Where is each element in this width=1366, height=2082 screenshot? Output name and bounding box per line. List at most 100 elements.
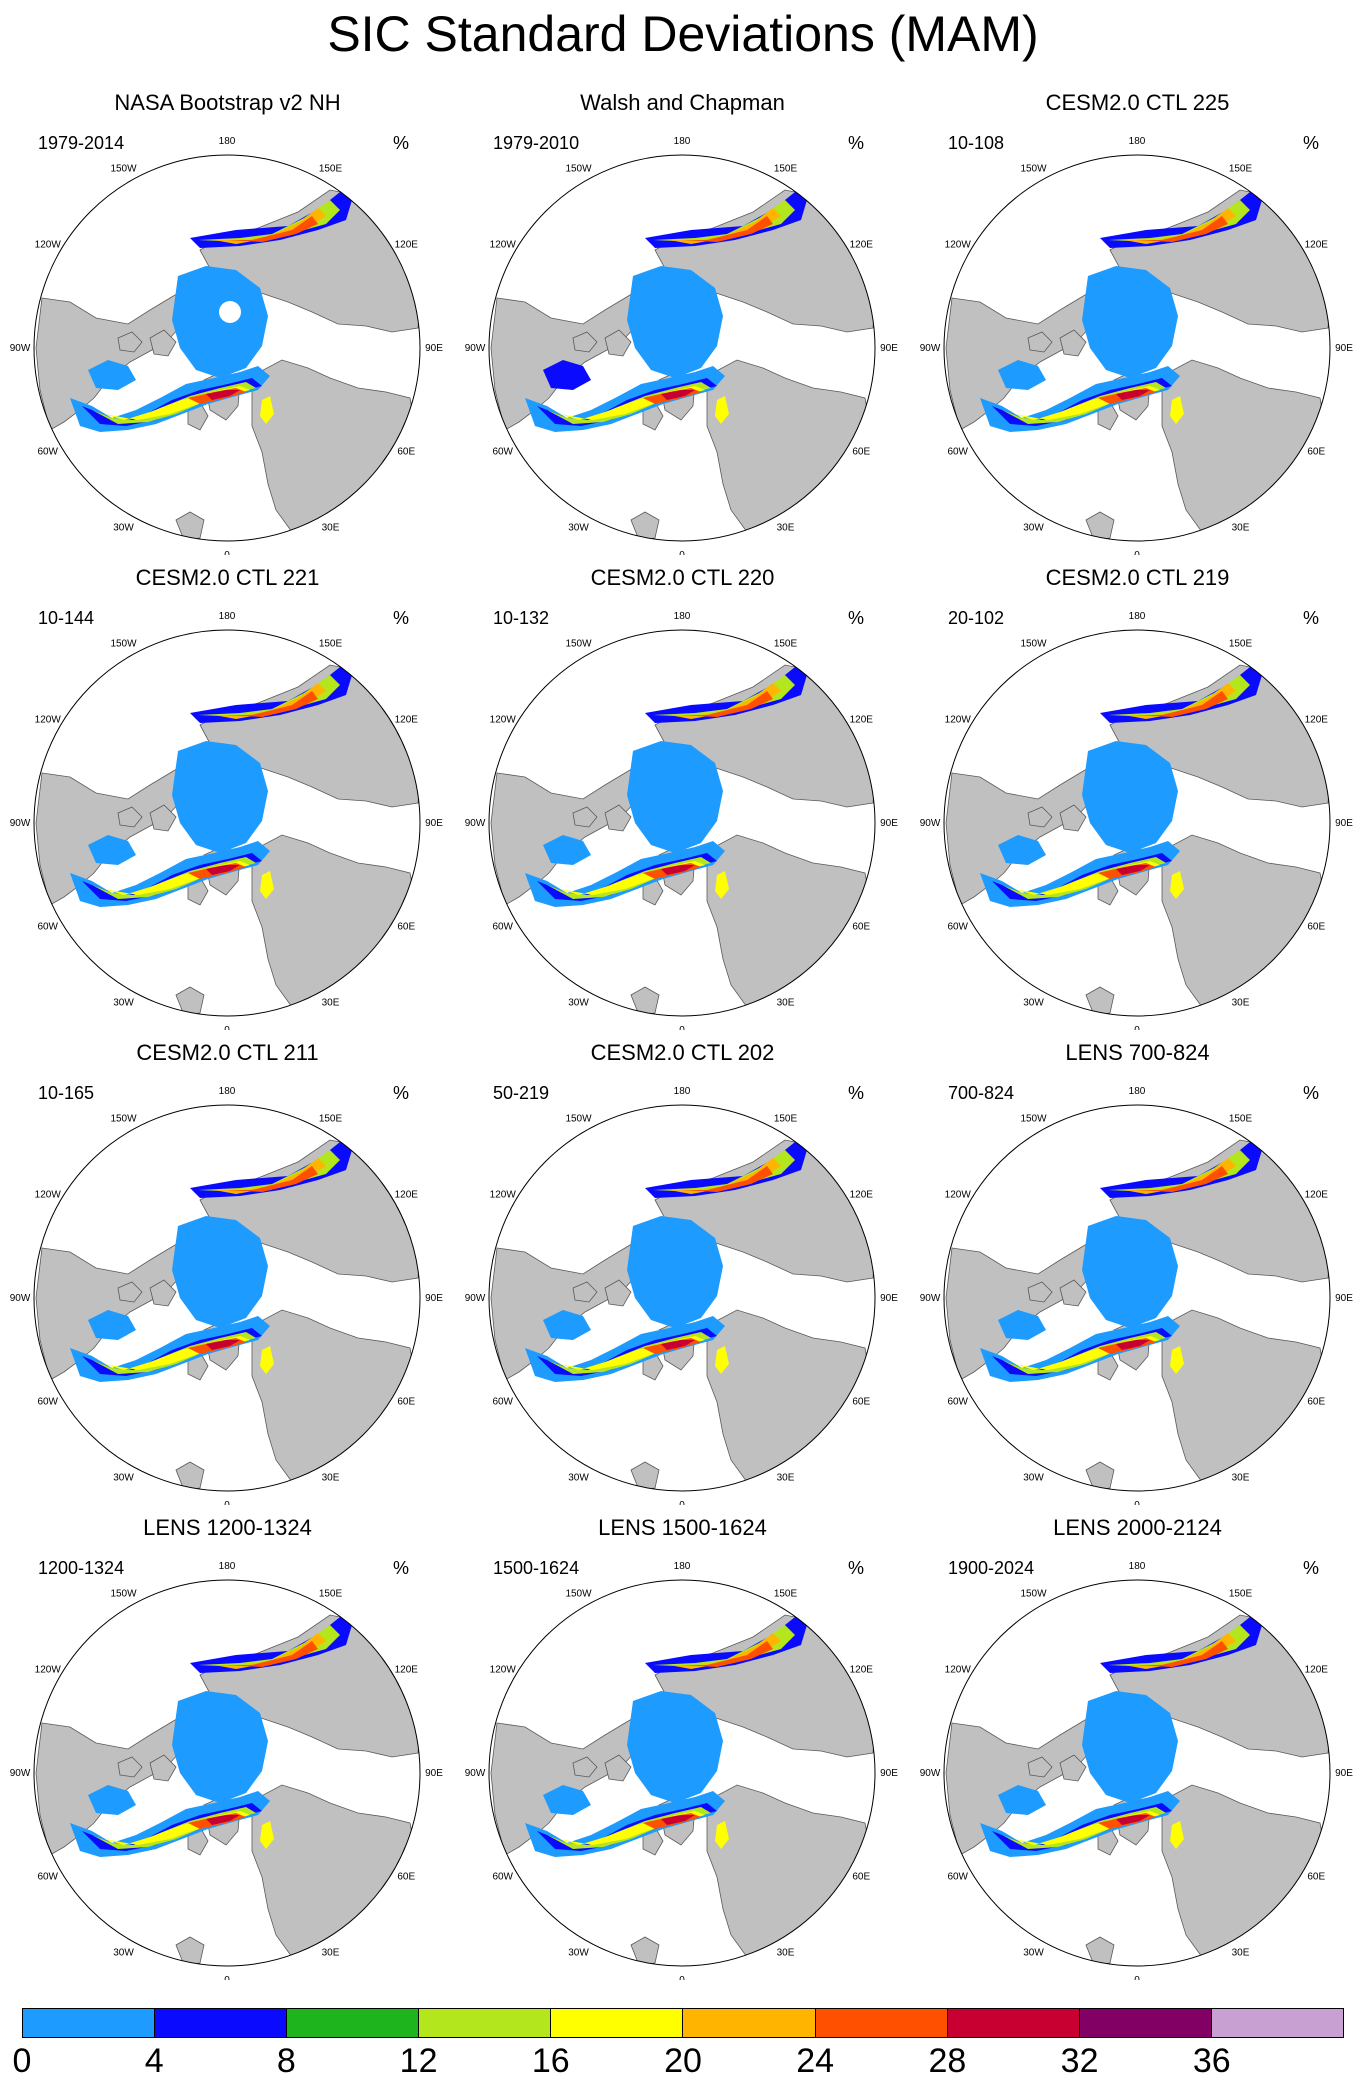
longitude-label: 120W — [490, 240, 517, 251]
panel-years: 10-108 — [948, 133, 1005, 153]
polar-map: 180 150E 120E 90E 60E 30E 0 30W 60W 90W 120W 150W — [465, 136, 899, 555]
longitude-label: 0 — [224, 1500, 230, 1505]
longitude-label: 120E — [850, 1665, 874, 1676]
panel-title: CESM2.0 CTL 202 — [590, 1040, 775, 1065]
longitude-label: 180 — [674, 1086, 691, 1097]
longitude-label: 60W — [492, 447, 513, 458]
map-panel: Walsh and Chapman 1979-2010% 180 150E 120E 90… — [455, 80, 910, 555]
longitude-label: 0 — [224, 550, 230, 555]
panel-years: 700-824 — [948, 1083, 1015, 1103]
longitude-label: 30W — [113, 1472, 134, 1483]
longitude-label: 30E — [777, 1472, 795, 1483]
panel-title: LENS 1500-1624 — [598, 1515, 767, 1540]
panel-years: 50-219 — [493, 1083, 550, 1103]
panel-unit: % — [393, 1083, 410, 1103]
longitude-label: 60E — [852, 922, 870, 933]
panel-years: 10-132 — [493, 608, 550, 628]
longitude-label: 60W — [492, 1397, 513, 1408]
panel-unit: % — [393, 133, 410, 153]
longitude-label: 120E — [395, 715, 419, 726]
longitude-label: 60E — [1307, 1872, 1325, 1883]
longitude-label: 60E — [397, 922, 415, 933]
longitude-label: 30W — [568, 997, 589, 1008]
longitude-label: 120W — [35, 715, 62, 726]
longitude-label: 150E — [774, 1114, 798, 1125]
longitude-label: 90E — [1335, 1768, 1353, 1779]
longitude-label: 150W — [1020, 639, 1047, 650]
longitude-label: 90E — [880, 343, 898, 354]
panel-years: 1979-2010 — [493, 133, 580, 153]
longitude-label: 120E — [850, 715, 874, 726]
longitude-label: 150W — [110, 164, 137, 175]
longitude-label: 120W — [945, 1190, 972, 1201]
longitude-label: 120W — [945, 1665, 972, 1676]
panel-title: CESM2.0 CTL 219 — [1045, 565, 1230, 590]
longitude-label: 120W — [490, 1665, 517, 1676]
longitude-label: 150E — [1229, 639, 1253, 650]
page-title: SIC Standard Deviations (MAM) — [327, 6, 1039, 62]
map-panel: LENS 2000-2124 1900-2024% 180 150E 120E 90E 60… — [910, 1505, 1365, 1980]
longitude-label: 180 — [219, 1561, 236, 1572]
longitude-label: 150W — [1020, 1589, 1047, 1600]
longitude-label: 120E — [850, 1190, 874, 1201]
colorbar-tick-label: 28 — [928, 2042, 967, 2080]
panel-years: 10-144 — [38, 608, 95, 628]
polar-map: 180 150E 120E 90E 60E 30E 0 30W 60W 90W 120W 150W — [465, 611, 899, 1030]
longitude-label: 90W — [10, 1768, 31, 1779]
colorbar-tick-label: 24 — [796, 2042, 835, 2080]
colorbar-tick-label: 8 — [276, 2042, 296, 2080]
longitude-label: 60W — [947, 922, 968, 933]
longitude-label: 90E — [425, 1768, 443, 1779]
colorbar-tick-label: 32 — [1060, 2042, 1099, 2080]
colorbar-tick-label: 12 — [399, 2042, 438, 2080]
panel-title: CESM2.0 CTL 211 — [136, 1040, 319, 1065]
polar-map: 180 150E 120E 90E 60E 30E 0 30W 60W 90W 120W 150W — [920, 611, 1354, 1030]
longitude-label: 30E — [1232, 997, 1250, 1008]
colorbar-tick-label: 0 — [12, 2042, 32, 2080]
panel-unit: % — [393, 1558, 410, 1578]
longitude-label: 150W — [110, 639, 137, 650]
panel-unit: % — [848, 133, 865, 153]
longitude-label: 150E — [1229, 1114, 1253, 1125]
map-panel: CESM2.0 CTL 211 10-165% 180 150E 120E 90E 60E 3… — [0, 1030, 455, 1505]
map-panel: NASA Bootstrap v2 NH 1979-2014% 180 150E 120… — [0, 80, 455, 555]
polar-map: 180 150E 120E 90E 60E 30E 0 30W 60W 90W 120W 150W — [920, 1561, 1354, 1980]
longitude-label: 150W — [565, 1589, 592, 1600]
longitude-label: 90W — [920, 1293, 941, 1304]
panel-title: NASA Bootstrap v2 NH — [114, 90, 341, 115]
longitude-label: 60E — [1307, 1397, 1325, 1408]
longitude-label: 120W — [490, 715, 517, 726]
longitude-label: 150W — [565, 639, 592, 650]
longitude-label: 60W — [947, 447, 968, 458]
colorbar-tick-label: 4 — [144, 2042, 164, 2080]
colorbar-box — [551, 2009, 684, 2037]
longitude-label: 90E — [1335, 343, 1353, 354]
panel-years: 20-102 — [948, 608, 1005, 628]
longitude-label: 0 — [679, 1500, 685, 1505]
longitude-label: 60E — [852, 1872, 870, 1883]
panel-title: Walsh and Chapman — [580, 90, 785, 115]
longitude-label: 150E — [1229, 1589, 1253, 1600]
panel-years: 1900-2024 — [948, 1558, 1035, 1578]
longitude-label: 150E — [774, 1589, 798, 1600]
longitude-label: 180 — [674, 1561, 691, 1572]
longitude-label: 30W — [568, 522, 589, 533]
longitude-label: 90E — [425, 1293, 443, 1304]
longitude-label: 60E — [397, 447, 415, 458]
longitude-label: 30W — [113, 522, 134, 533]
longitude-label: 90W — [465, 343, 486, 354]
longitude-label: 180 — [219, 611, 236, 622]
panel-years: 1500-1624 — [493, 1558, 580, 1578]
longitude-label: 90E — [880, 1768, 898, 1779]
longitude-label: 60E — [1307, 922, 1325, 933]
longitude-label: 180 — [674, 611, 691, 622]
longitude-label: 150W — [110, 1589, 137, 1600]
longitude-label: 150W — [110, 1114, 137, 1125]
map-panel: CESM2.0 CTL 225 10-108% 180 150E 120E 90E 60E 3… — [910, 80, 1365, 555]
polar-map: 180 150E 120E 90E 60E 30E 0 30W 60W 90W 120W 150W — [10, 611, 444, 1030]
polar-map: 180 150E 120E 90E 60E 30E 0 30W 60W 90W 120W 150W — [10, 1086, 444, 1505]
panel-unit: % — [1303, 133, 1320, 153]
longitude-label: 60W — [37, 922, 58, 933]
panel-years: 1200-1324 — [38, 1558, 125, 1578]
polar-map: 180 150E 120E 90E 60E 30E 0 30W 60W 90W 120W 150W — [920, 1086, 1354, 1505]
